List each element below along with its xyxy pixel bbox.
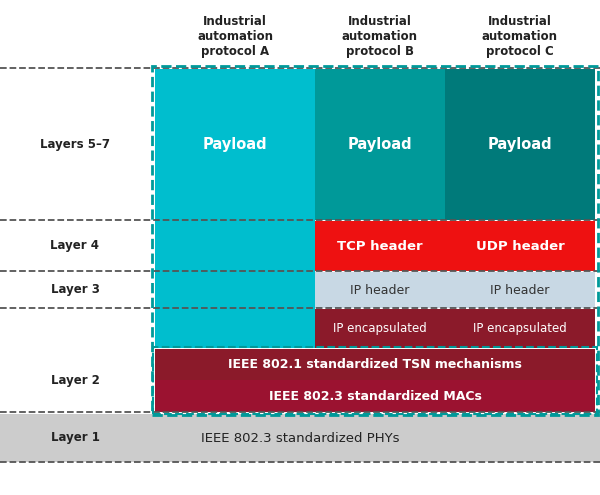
Text: UDP header: UDP header — [476, 240, 565, 252]
Bar — [315, 221, 595, 271]
Text: Payload: Payload — [347, 137, 412, 152]
Text: Layer 1: Layer 1 — [50, 432, 100, 445]
Text: IP encapsulated: IP encapsulated — [333, 322, 427, 335]
Bar — [445, 69, 595, 220]
Text: Layer 3: Layer 3 — [50, 284, 100, 297]
Text: Layers 5–7: Layers 5–7 — [40, 138, 110, 151]
Bar — [0, 414, 600, 462]
Text: TCP header: TCP header — [337, 240, 423, 252]
Text: Industrial
automation
protocol A: Industrial automation protocol A — [197, 15, 273, 58]
Text: IEEE 802.3 standardized MACs: IEEE 802.3 standardized MACs — [269, 390, 481, 402]
Bar — [155, 349, 595, 380]
Text: Payload: Payload — [488, 137, 553, 152]
Text: Industrial
automation
protocol C: Industrial automation protocol C — [482, 15, 558, 58]
Bar — [155, 380, 595, 412]
Text: Layer 4: Layer 4 — [50, 240, 100, 252]
Bar — [315, 272, 595, 308]
Text: IEEE 802.3 standardized PHYs: IEEE 802.3 standardized PHYs — [201, 432, 399, 445]
Text: IP header: IP header — [490, 284, 550, 297]
Bar — [315, 309, 595, 348]
Text: IEEE 802.1 standardized TSN mechanisms: IEEE 802.1 standardized TSN mechanisms — [228, 358, 522, 371]
Bar — [155, 69, 315, 348]
Text: IP encapsulated: IP encapsulated — [473, 322, 567, 335]
Text: Layer 2: Layer 2 — [50, 374, 100, 387]
Bar — [153, 347, 597, 414]
Text: Industrial
automation
protocol B: Industrial automation protocol B — [342, 15, 418, 58]
Bar — [315, 69, 445, 220]
Text: Payload: Payload — [203, 137, 268, 152]
Text: IP header: IP header — [350, 284, 410, 297]
Bar — [152, 66, 598, 415]
